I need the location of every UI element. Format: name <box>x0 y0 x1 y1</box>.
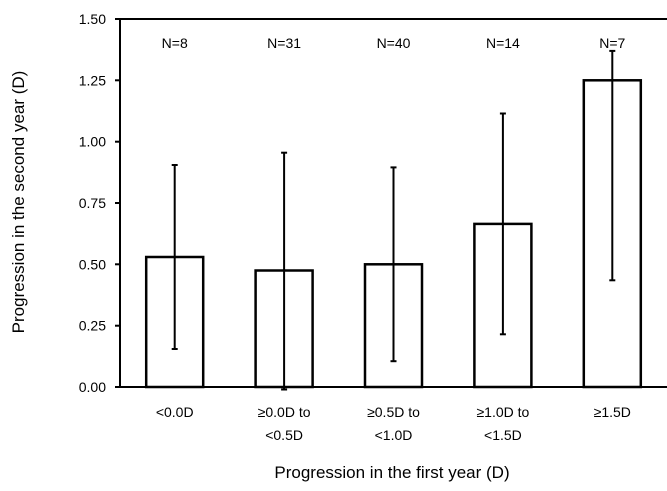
y-tick-label: 0.75 <box>79 195 106 211</box>
x-tick-label: ≥1.0D to <1.5D <box>476 404 529 443</box>
x-tick-label: ≥0.5D to <1.0D <box>367 404 420 443</box>
y-tick-label: 0.50 <box>79 256 106 272</box>
x-tick-label: ≥1.5D <box>594 404 631 420</box>
error-bar-1 <box>171 164 178 350</box>
y-tick-label: 1.00 <box>79 134 106 150</box>
sample-size-label: N=8 <box>162 35 188 51</box>
y-axis-ticks: 0.00 0.25 0.50 0.75 1.00 1.25 1.50 <box>79 11 120 395</box>
sample-size-label: N=14 <box>486 35 520 51</box>
x-tick-label: <0.0D <box>156 404 194 420</box>
y-tick-label: 1.25 <box>79 72 106 88</box>
x-axis-title: Progression in the first year (D) <box>274 463 509 482</box>
sample-size-label: N=31 <box>267 35 301 51</box>
x-axis-ticks: <0.0D ≥0.0D to <0.5D ≥0.5D to <1.0D ≥1.0D to <… <box>156 404 631 443</box>
y-tick-label: 1.50 <box>79 11 106 27</box>
y-tick-label: 0.25 <box>79 318 106 334</box>
sample-size-label: N=40 <box>377 35 411 51</box>
plot-area <box>119 18 667 391</box>
y-axis-title: Progression in the second year (D) <box>9 71 28 334</box>
error-bar-2 <box>281 151 288 391</box>
error-bar-4 <box>499 112 506 336</box>
y-tick-label: 0.00 <box>79 379 106 395</box>
axis-titles: Progression in the first year (D) Progre… <box>9 71 510 482</box>
sample-size-label: N=7 <box>599 35 625 51</box>
error-bar-3 <box>390 166 397 363</box>
sample-size-labels: N=8 N=31 N=40 N=14 N=7 <box>162 35 626 51</box>
x-tick-label: ≥0.0D to <0.5D <box>258 404 311 443</box>
error-bar-5 <box>609 49 616 282</box>
